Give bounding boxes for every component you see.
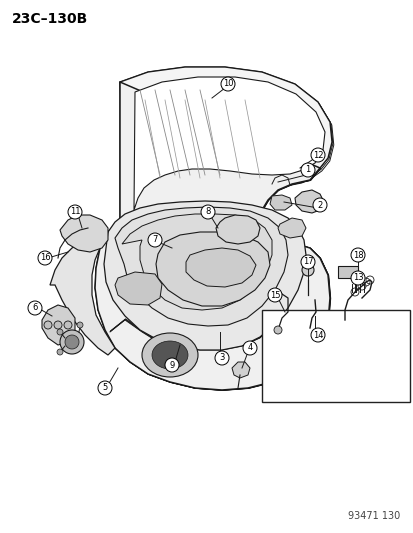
Circle shape (38, 251, 52, 265)
Polygon shape (115, 272, 161, 305)
Circle shape (147, 233, 161, 247)
Polygon shape (294, 190, 323, 213)
Text: 93471 130: 93471 130 (347, 511, 399, 521)
Polygon shape (95, 82, 329, 390)
Circle shape (350, 248, 364, 262)
Polygon shape (122, 214, 271, 310)
Polygon shape (156, 232, 269, 306)
Text: 7: 7 (152, 236, 157, 245)
Polygon shape (216, 215, 259, 244)
Circle shape (165, 358, 178, 372)
Circle shape (214, 351, 228, 365)
Polygon shape (42, 305, 75, 345)
Polygon shape (269, 195, 291, 210)
Circle shape (65, 335, 79, 349)
Text: 12: 12 (312, 150, 323, 159)
Circle shape (301, 264, 313, 276)
Circle shape (68, 205, 82, 219)
Circle shape (60, 330, 84, 354)
Circle shape (28, 301, 42, 315)
Text: 3: 3 (219, 353, 224, 362)
Bar (261, 310, 409, 402)
Text: 16: 16 (40, 254, 50, 262)
Text: 23C–130B: 23C–130B (12, 12, 88, 26)
Text: 9: 9 (169, 360, 174, 369)
Circle shape (300, 163, 314, 177)
Circle shape (310, 148, 324, 162)
Circle shape (310, 328, 324, 342)
Circle shape (54, 321, 62, 329)
Circle shape (273, 326, 281, 334)
Polygon shape (50, 232, 115, 355)
Ellipse shape (152, 341, 188, 369)
Circle shape (201, 205, 214, 219)
Circle shape (350, 271, 364, 285)
Polygon shape (277, 218, 305, 238)
Polygon shape (115, 207, 287, 326)
Circle shape (98, 381, 112, 395)
Circle shape (57, 349, 63, 355)
Circle shape (77, 322, 83, 328)
Circle shape (312, 198, 326, 212)
Text: 6: 6 (32, 303, 38, 312)
Circle shape (267, 288, 281, 302)
Circle shape (57, 329, 63, 335)
Circle shape (300, 255, 314, 269)
Text: 5: 5 (102, 384, 107, 392)
Circle shape (64, 321, 72, 329)
Text: 11: 11 (69, 207, 80, 216)
Circle shape (221, 77, 235, 91)
Polygon shape (104, 201, 305, 350)
Text: 13: 13 (352, 273, 363, 282)
Text: 15: 15 (269, 290, 280, 300)
Polygon shape (185, 248, 255, 287)
Text: 10: 10 (222, 79, 233, 88)
Text: 17: 17 (302, 257, 313, 266)
Bar (337, 266, 357, 278)
Text: 2: 2 (317, 200, 322, 209)
Ellipse shape (142, 333, 197, 377)
Text: 8: 8 (205, 207, 210, 216)
Text: 18: 18 (352, 251, 363, 260)
Polygon shape (120, 67, 331, 220)
Polygon shape (60, 215, 108, 252)
Text: 4: 4 (247, 343, 252, 352)
Polygon shape (231, 362, 249, 378)
Text: 14: 14 (312, 330, 323, 340)
Text: 1: 1 (305, 166, 310, 174)
Polygon shape (134, 77, 324, 210)
Circle shape (242, 341, 256, 355)
Circle shape (44, 321, 52, 329)
